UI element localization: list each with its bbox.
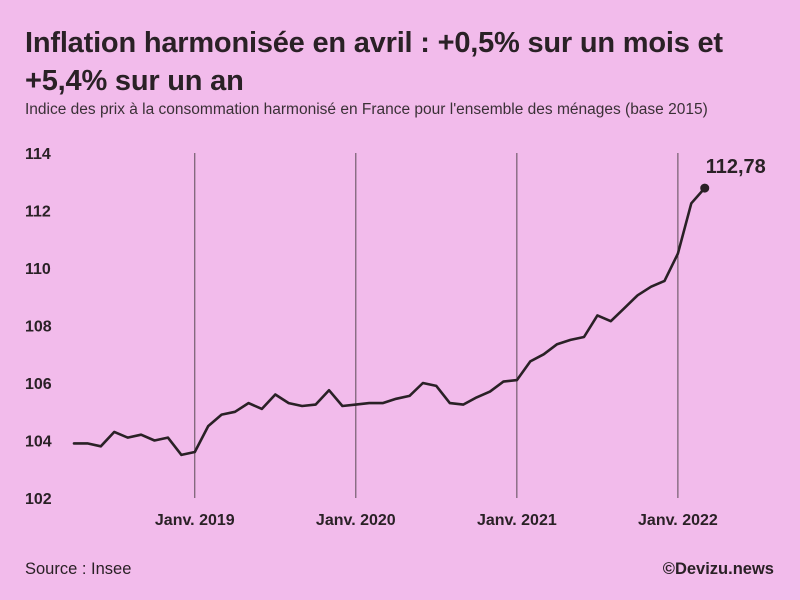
x-tick-label-2: Janv. 2021 (477, 512, 557, 529)
y-tick-label-0: 102 (25, 491, 52, 508)
y-tick-label-1: 104 (25, 434, 52, 451)
x-tick-label-3: Janv. 2022 (638, 512, 718, 529)
y-tick-label-3: 108 (25, 319, 52, 336)
end-point-marker (700, 183, 710, 193)
chart-title: Inflation harmonisée en avril : +0,5% su… (25, 27, 723, 97)
series-line-ipch (72, 186, 707, 457)
x-tick-label-0: Janv. 2019 (155, 512, 235, 529)
y-tick-label-6: 114 (25, 146, 51, 163)
credit-link[interactable]: ©Devizu.news (662, 560, 774, 578)
y-tick-label-2: 106 (25, 376, 52, 393)
source-note: Source : Insee (25, 560, 132, 578)
chart-subtitle: Indice des prix à la consommation harmon… (25, 101, 708, 118)
x-axis-ticks: Janv. 2019 Janv. 2020 Janv. 2021 Janv. 2022 (155, 512, 718, 529)
y-tick-label-5: 112 (25, 204, 51, 221)
vertical-gridlines (194, 153, 679, 498)
y-tick-label-4: 110 (25, 261, 51, 278)
x-tick-label-1: Janv. 2020 (316, 512, 396, 529)
y-axis-ticks: 102 104 106 108 110 112 114 (25, 146, 52, 508)
end-value-label: 112,78 (706, 156, 766, 178)
